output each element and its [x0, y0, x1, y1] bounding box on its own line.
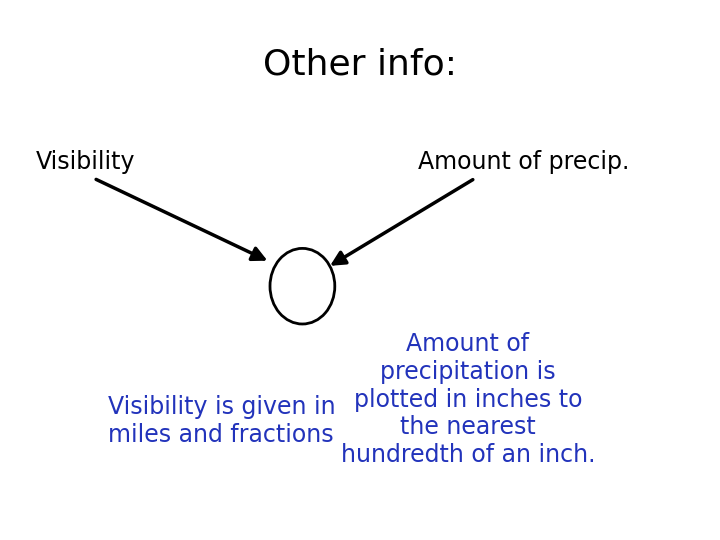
Text: Visibility: Visibility [36, 150, 135, 174]
Text: Amount of precip.: Amount of precip. [418, 150, 629, 174]
Text: Visibility is given in
miles and fractions: Visibility is given in miles and fractio… [108, 395, 336, 447]
Text: Other info:: Other info: [263, 48, 457, 82]
Text: Amount of
precipitation is
plotted in inches to
the nearest
hundredth of an inch: Amount of precipitation is plotted in in… [341, 332, 595, 467]
